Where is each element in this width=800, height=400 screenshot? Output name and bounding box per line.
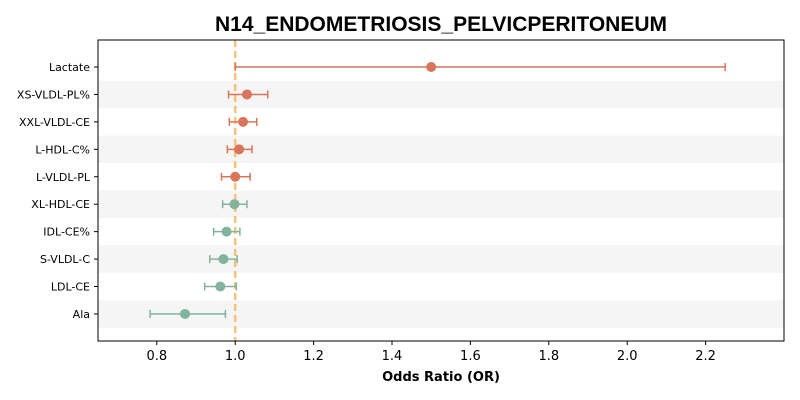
y-tick-label: L-HDL-C% xyxy=(35,143,90,156)
row-band xyxy=(98,190,784,218)
data-row xyxy=(208,254,238,265)
or-point xyxy=(221,226,232,237)
y-tick-label: XXL-VLDL-CE xyxy=(19,116,90,129)
data-row xyxy=(228,116,258,127)
data-rows xyxy=(149,62,726,319)
or-point xyxy=(241,89,252,100)
y-tick-label: Ala xyxy=(73,308,90,321)
data-row xyxy=(212,226,241,237)
or-point xyxy=(230,171,241,182)
or-point xyxy=(426,62,437,72)
chart-title: N14_ENDOMETRIOSIS_PELVICPERITONEUM xyxy=(215,13,667,36)
x-tick-label: 2.2 xyxy=(695,349,716,364)
or-point xyxy=(229,199,240,210)
or-point xyxy=(180,308,191,319)
or-point xyxy=(215,281,226,292)
y-tick-label: Lactate xyxy=(49,61,90,74)
data-row xyxy=(220,171,251,182)
x-tick-label: 1.4 xyxy=(382,349,403,364)
x-axis: 0.8 1.0 1.2 1.4 1.6 1.8 2.0 2.2 xyxy=(146,341,716,364)
y-tick-label: S-VLDL-C xyxy=(40,253,90,266)
y-tick-label: LDL-CE xyxy=(51,281,90,294)
row-band xyxy=(98,245,784,273)
row-band xyxy=(98,135,784,164)
x-tick-label: 0.8 xyxy=(146,349,167,364)
data-row xyxy=(221,199,248,210)
x-axis-label: Odds Ratio (OR) xyxy=(382,370,500,385)
y-tick-label: L-VLDL-PL xyxy=(36,171,91,184)
row-shading xyxy=(98,80,784,328)
x-tick-label: 2.0 xyxy=(617,349,638,364)
row-band xyxy=(98,80,784,109)
y-tick-label: XS-VLDL-PL% xyxy=(17,88,90,101)
data-row xyxy=(234,62,726,72)
x-tick-label: 1.8 xyxy=(538,349,559,364)
x-tick-label: 1.2 xyxy=(303,349,324,364)
y-tick-label: IDL-CE% xyxy=(43,226,90,239)
data-row xyxy=(227,89,269,100)
y-axis: Lactate XS-VLDL-PL% XXL-VLDL-CE L-HDL-C% L-V… xyxy=(17,61,98,321)
data-row xyxy=(149,308,227,319)
plot-frame xyxy=(97,39,785,342)
y-tick-label: XL-HDL-CE xyxy=(31,198,90,211)
x-tick-label: 1.6 xyxy=(460,349,481,364)
data-row xyxy=(203,281,238,292)
data-row xyxy=(226,144,253,155)
x-tick-label: 1.0 xyxy=(225,349,246,364)
or-point xyxy=(234,144,245,155)
or-point xyxy=(218,254,229,265)
or-point xyxy=(238,116,249,127)
